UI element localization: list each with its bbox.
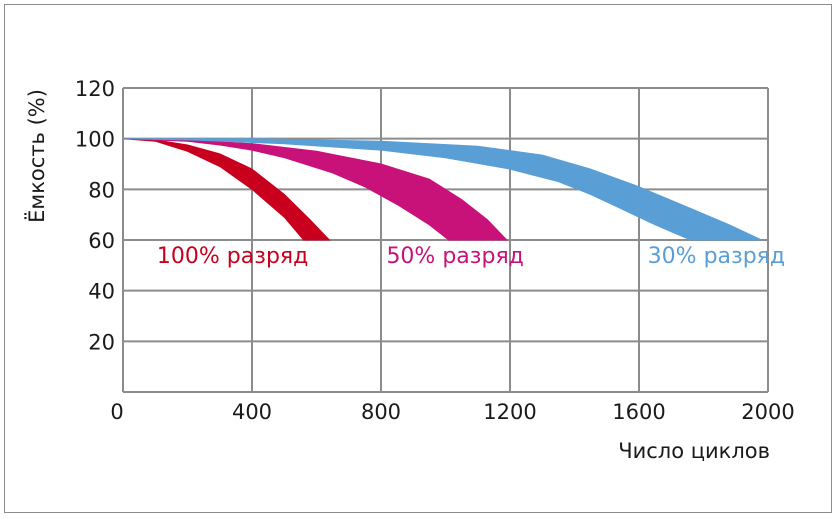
band-series-1 xyxy=(122,138,331,241)
grid-lines xyxy=(123,87,769,392)
x-tick-label: 1600 xyxy=(612,400,665,424)
y-tick-label: 40 xyxy=(88,280,115,304)
axes xyxy=(122,88,768,393)
y-tick-label: 100 xyxy=(75,128,115,152)
y-tick-label: 120 xyxy=(75,77,115,101)
y-tick-label: 20 xyxy=(88,330,115,354)
x-tick-label: 2000 xyxy=(741,400,794,424)
discharge-bands xyxy=(122,138,762,241)
band-label-series-3: 30% разряд xyxy=(648,244,785,269)
y-tick-label: 60 xyxy=(88,229,115,253)
x-tick-label: 1200 xyxy=(483,400,536,424)
band-labels: 100% разряд 50% разряд 30% разряд xyxy=(157,244,785,269)
band-label-series-2: 50% разряд xyxy=(386,244,523,269)
band-series-3 xyxy=(122,138,762,241)
x-tick-label: 400 xyxy=(232,400,272,424)
band-series-2 xyxy=(122,138,508,241)
band-label-series-1: 100% разряд xyxy=(157,244,308,269)
y-tick-label: 80 xyxy=(88,178,115,202)
y-axis-title: Ёмкость (%) xyxy=(24,89,49,223)
x-tick-label: 0 xyxy=(110,400,123,424)
x-axis-title: Число циклов xyxy=(618,439,770,463)
x-tick-label: 800 xyxy=(361,400,401,424)
